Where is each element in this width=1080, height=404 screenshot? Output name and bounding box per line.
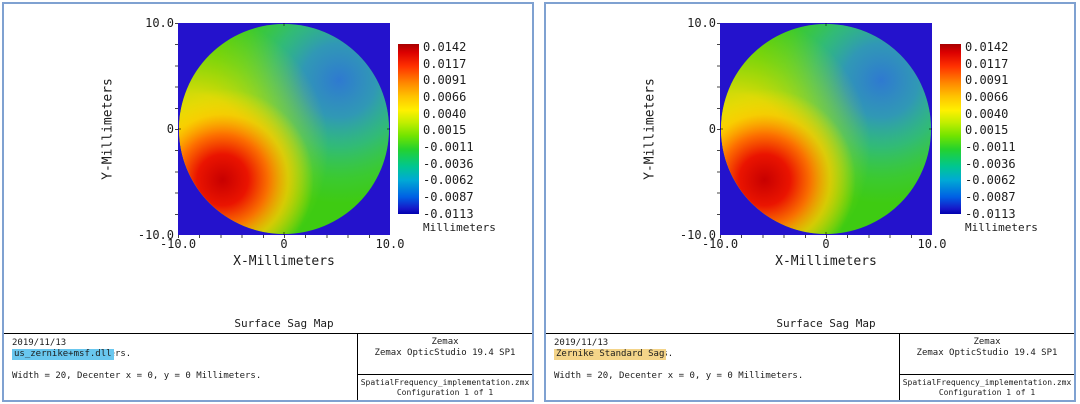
colorbar-tick-label: -0.0036	[965, 157, 1016, 171]
colorbar-unit-label: Millimeters	[423, 221, 496, 231]
x-tick-left: -10.0	[701, 237, 739, 251]
y-axis-minor-ticks	[717, 23, 720, 235]
product-name: Zemax OpticStudio 19.4 SP1	[374, 348, 516, 358]
configuration-label: Configuration 1 of 1	[396, 388, 494, 397]
colorbar-tick-label: 0.0066	[423, 90, 467, 104]
info-text-block: 2019/11/13 Surface 3: Zernike Standard S…	[554, 338, 894, 382]
plot-title: Surface Sag Map	[234, 317, 334, 330]
info-text-block: 2019/11/13 Surface 4: us_zernike+msf.dll…	[12, 338, 352, 382]
info-table: 2019/11/13 Surface 3: Zernike Standard S…	[546, 333, 1074, 400]
date-line: 2019/11/13	[554, 338, 609, 348]
info-table: 2019/11/13 Surface 4: us_zernike+msf.dll…	[4, 333, 532, 400]
company-name: Zemax	[431, 337, 459, 347]
brand-header: Zemax Zemax OpticStudio 19.4 SP1	[900, 334, 1074, 375]
surface-name-highlighted[interactable]: Zernike Standard Sag	[554, 349, 667, 360]
lens-file-name: SpatialFrequency_implementation.zmx	[360, 378, 530, 387]
colorbar	[940, 44, 961, 214]
x-tick-left: -10.0	[159, 237, 197, 251]
colorbar-tick-label: -0.0062	[965, 173, 1016, 187]
colorbar-tick-label: -0.0011	[965, 140, 1016, 154]
file-box: SpatialFrequency_implementation.zmx Conf…	[900, 376, 1074, 400]
date-line: 2019/11/13	[12, 338, 67, 348]
brand-box: Zemax Zemax OpticStudio 19.4 SP1 Spatial…	[899, 334, 1074, 400]
y-tick-top: 10.0	[687, 16, 716, 30]
colorbar-tick-label: 0.0117	[965, 57, 1009, 71]
surface-sag-heatmap	[720, 23, 932, 235]
surface-sag-heatmap	[178, 23, 390, 235]
x-tick-middle: 0	[822, 237, 830, 251]
width-line: Width = 20, Decenter x = 0, y = 0 Millim…	[554, 371, 804, 381]
file-box: SpatialFrequency_implementation.zmx Conf…	[358, 376, 532, 400]
y-tick-bottom: -10.0	[679, 228, 716, 242]
y-axis-label: Y-Millimeters	[100, 78, 116, 180]
x-axis-label: X-Millimeters	[775, 254, 877, 269]
sag-map-window-right[interactable]: Y-Millimeters 10.0 0 -10.0 -10.0 0 10.0 …	[544, 2, 1076, 402]
colorbar-tick-label: 0.0091	[423, 73, 467, 87]
colorbar-tick-label: 0.0015	[423, 123, 467, 137]
x-axis-label: X-Millimeters	[233, 254, 335, 269]
y-axis-minor-ticks	[175, 23, 178, 235]
x-axis-minor-ticks	[178, 235, 390, 238]
colorbar-tick-label: 0.0142	[423, 40, 467, 54]
surface-name-highlighted[interactable]: us_zernike+msf.dll	[12, 349, 114, 360]
brand-box: Zemax Zemax OpticStudio 19.4 SP1 Spatial…	[357, 334, 532, 400]
plot-title: Surface Sag Map	[776, 317, 876, 330]
colorbar-tick-label: 0.0066	[965, 90, 1009, 104]
y-tick-top: 10.0	[145, 16, 174, 30]
colorbar-tick-label: -0.0113	[423, 207, 474, 221]
colorbar-tick-label: -0.0087	[965, 190, 1016, 204]
colorbar-tick-label: 0.0117	[423, 57, 467, 71]
y-tick-middle: 0	[166, 122, 174, 136]
x-axis-minor-ticks	[720, 235, 932, 238]
colorbar-tick-label: -0.0011	[423, 140, 474, 154]
y-axis-label: Y-Millimeters	[642, 78, 658, 180]
colorbar-tick-label: 0.0142	[965, 40, 1009, 54]
colorbar-tick-label: 0.0040	[423, 107, 467, 121]
colorbar-tick-label: -0.0113	[965, 207, 1016, 221]
x-tick-right: 10.0	[917, 237, 947, 251]
configuration-label: Configuration 1 of 1	[938, 388, 1036, 397]
width-line: Width = 20, Decenter x = 0, y = 0 Millim…	[12, 371, 262, 381]
lens-file-name: SpatialFrequency_implementation.zmx	[902, 378, 1072, 387]
x-tick-middle: 0	[280, 237, 288, 251]
colorbar-tick-label: -0.0062	[423, 173, 474, 187]
colorbar-unit-label: Millimeters	[965, 221, 1038, 231]
y-tick-middle: 0	[708, 122, 716, 136]
y-tick-bottom: -10.0	[137, 228, 174, 242]
company-name: Zemax	[973, 337, 1001, 347]
sag-map-window-left[interactable]: Y-Millimeters 10.0 0 -10.0 -10.0 0 10.0 …	[2, 2, 534, 402]
product-name: Zemax OpticStudio 19.4 SP1	[916, 348, 1058, 358]
colorbar-tick-label: -0.0087	[423, 190, 474, 204]
x-tick-right: 10.0	[375, 237, 405, 251]
colorbar-tick-label: -0.0036	[423, 157, 474, 171]
colorbar	[398, 44, 419, 214]
colorbar-tick-label: 0.0091	[965, 73, 1009, 87]
colorbar-tick-label: 0.0015	[965, 123, 1009, 137]
colorbar-tick-label: 0.0040	[965, 107, 1009, 121]
brand-header: Zemax Zemax OpticStudio 19.4 SP1	[358, 334, 532, 375]
